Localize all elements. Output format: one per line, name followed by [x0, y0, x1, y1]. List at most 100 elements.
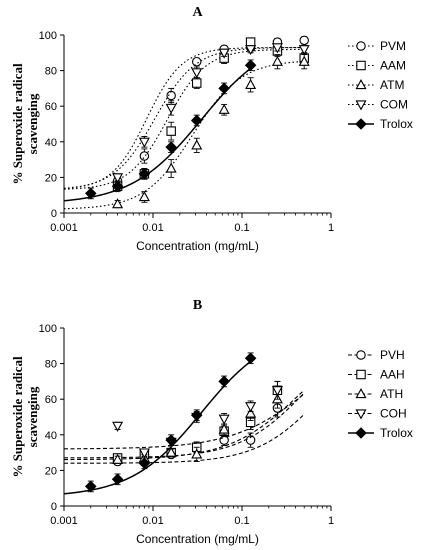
y-axis-label-line-2: scavenging	[25, 386, 40, 447]
panel-a: A 0 20 40 60 80 100 0.001 0.01 0.1 1 Concentration …	[10, 5, 413, 253]
y-tick-label: 100	[39, 323, 57, 335]
data-point-atm	[191, 139, 203, 150]
data-point-coh	[138, 448, 150, 459]
data-point-aam	[191, 78, 202, 88]
legend-label: ATM	[380, 78, 404, 92]
fit-curve-ath	[63, 389, 305, 461]
legend-item-aam: AAM	[348, 59, 406, 73]
x-axis-label: Concentration (mg/mL)	[136, 532, 259, 546]
legend-item-trolox: Trolox	[348, 117, 413, 131]
data-point-trolox	[85, 480, 97, 493]
legend-marker-pvm	[356, 41, 366, 51]
series-pvm	[63, 35, 309, 190]
fit-curve-trolox	[63, 67, 252, 202]
data-point-coh	[271, 386, 283, 397]
legend-label: PVM	[380, 39, 406, 53]
x-tick-label: 0.001	[50, 222, 78, 234]
data-point-ath	[191, 448, 203, 459]
legend-marker-aam	[356, 60, 366, 71]
x-axis-label: Concentration (mg/mL)	[136, 239, 259, 253]
x-tick-label: 0.01	[142, 222, 163, 234]
series-aam	[63, 37, 309, 192]
data-point-trolox	[111, 180, 124, 193]
data-point-coh	[245, 402, 257, 413]
data-point-com	[298, 45, 310, 56]
fit-curve-pvm	[63, 46, 305, 190]
legend-marker-ath	[355, 388, 367, 399]
fit-curve-aam	[63, 48, 305, 190]
series-atm	[63, 54, 310, 210]
data-point-com	[165, 103, 177, 114]
y-tick-label: 0	[51, 208, 57, 220]
data-point-coh	[218, 414, 230, 425]
legend-marker-com	[355, 100, 367, 111]
data-point-pvm	[191, 56, 202, 67]
series-ath	[63, 389, 305, 464]
y-axis-label-line-1: % Superoxide radical	[10, 63, 25, 184]
legend-marker-atm	[355, 79, 367, 90]
data-point-com	[245, 45, 257, 56]
data-point-pvm	[139, 151, 150, 161]
legend-label: Trolox	[380, 426, 413, 440]
data-point-atm	[298, 55, 310, 66]
data-point-com	[112, 173, 124, 184]
data-point-trolox	[190, 114, 203, 127]
data-point-coh	[112, 421, 124, 432]
data-point-trolox	[138, 457, 151, 470]
legend-label: ATH	[380, 387, 403, 401]
legend-label: AAH	[380, 368, 405, 382]
panel-b: B 0 20 40 60 80 100 0.001 0.01 0.1 1 Concentration …	[10, 298, 413, 546]
data-point-trolox	[218, 375, 230, 388]
legend-item-ath: ATH	[348, 387, 403, 401]
y-axis-label-line-1: % Superoxide radical	[10, 356, 25, 477]
legend-label: Trolox	[380, 117, 413, 131]
series-trolox	[63, 59, 257, 202]
data-point-ath	[245, 407, 257, 418]
x-tick-label: 0.1	[234, 222, 249, 234]
data-point-ath	[165, 446, 177, 457]
fit-curve-com	[63, 47, 305, 189]
legend-item-coh: COH	[348, 407, 407, 421]
legend-marker-coh	[355, 409, 367, 420]
x-tick-label: 0.001	[50, 515, 78, 527]
panel-title: B	[193, 298, 202, 313]
legend-marker-trolox	[355, 427, 367, 439]
y-tick-label: 80	[45, 359, 57, 371]
data-point-pvm	[299, 35, 309, 46]
data-point-trolox	[85, 187, 97, 200]
legend-item-atm: ATM	[348, 78, 404, 92]
y-tick-label: 20	[45, 172, 57, 184]
data-point-trolox	[165, 434, 177, 446]
fit-curve-coh	[63, 393, 305, 450]
data-point-com	[218, 48, 230, 59]
data-point-atm	[218, 103, 230, 114]
data-point-ath	[112, 453, 124, 464]
y-tick-label: 60	[45, 394, 57, 406]
legend-label: PVH	[380, 348, 405, 362]
y-tick-label: 40	[45, 137, 57, 149]
data-point-atm	[165, 162, 177, 173]
data-point-pvh	[245, 435, 256, 445]
legend-label: COM	[380, 98, 408, 112]
data-point-trolox	[218, 82, 230, 95]
legend-item-trolox: Trolox	[348, 426, 413, 440]
y-axis-label-line-2: scavenging	[25, 93, 40, 154]
x-tick-label: 0.01	[142, 515, 163, 527]
legend-marker-aah	[356, 369, 366, 380]
legend-item-aah: AAH	[348, 368, 405, 382]
series-coh	[63, 380, 305, 459]
y-tick-label: 40	[45, 430, 57, 442]
data-point-aam	[166, 126, 176, 136]
data-point-com	[138, 137, 150, 148]
data-point-trolox	[165, 141, 177, 153]
data-point-ath	[218, 423, 230, 434]
legend-marker-pvh	[356, 350, 366, 360]
legend-item-com: COM	[348, 98, 408, 112]
data-point-trolox	[190, 409, 203, 421]
y-tick-label: 20	[45, 465, 57, 477]
data-point-atm	[112, 198, 124, 209]
data-point-trolox	[111, 473, 124, 486]
data-point-trolox	[138, 168, 151, 180]
x-tick-label: 1	[328, 515, 334, 527]
